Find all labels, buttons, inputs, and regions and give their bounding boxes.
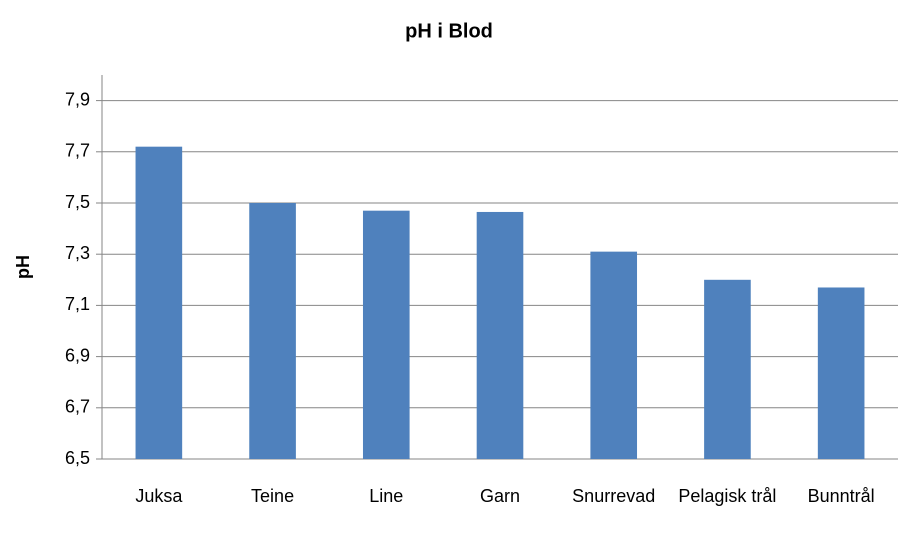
bar	[476, 211, 524, 459]
y-tick-label: 7,9	[65, 89, 90, 109]
bar	[362, 210, 410, 459]
x-tick-label: Teine	[251, 486, 295, 506]
x-tick-label: Line	[369, 486, 404, 506]
y-tick-label: 6,7	[65, 397, 90, 417]
bar	[135, 146, 183, 459]
y-axis-label: pH	[13, 255, 33, 279]
y-tick-label: 6,5	[65, 448, 90, 468]
x-tick-label: Pelagisk trål	[678, 486, 777, 506]
bar	[704, 279, 751, 459]
bar	[817, 287, 865, 459]
y-tick-label: 6,9	[65, 345, 90, 365]
y-tick-label: 7,1	[65, 294, 90, 314]
chart-title: pH i Blod	[405, 20, 493, 42]
y-tick-label: 7,5	[65, 192, 90, 212]
y-tick-label: 7,3	[65, 243, 90, 263]
x-tick-label: Bunntrål	[807, 486, 875, 506]
x-tick-label: Garn	[479, 486, 521, 506]
bar	[249, 203, 296, 459]
y-tick-label: 7,7	[65, 141, 90, 161]
x-tick-label: Snurrevad	[572, 486, 656, 506]
bar	[590, 251, 638, 459]
x-tick-label: Juksa	[135, 486, 183, 506]
